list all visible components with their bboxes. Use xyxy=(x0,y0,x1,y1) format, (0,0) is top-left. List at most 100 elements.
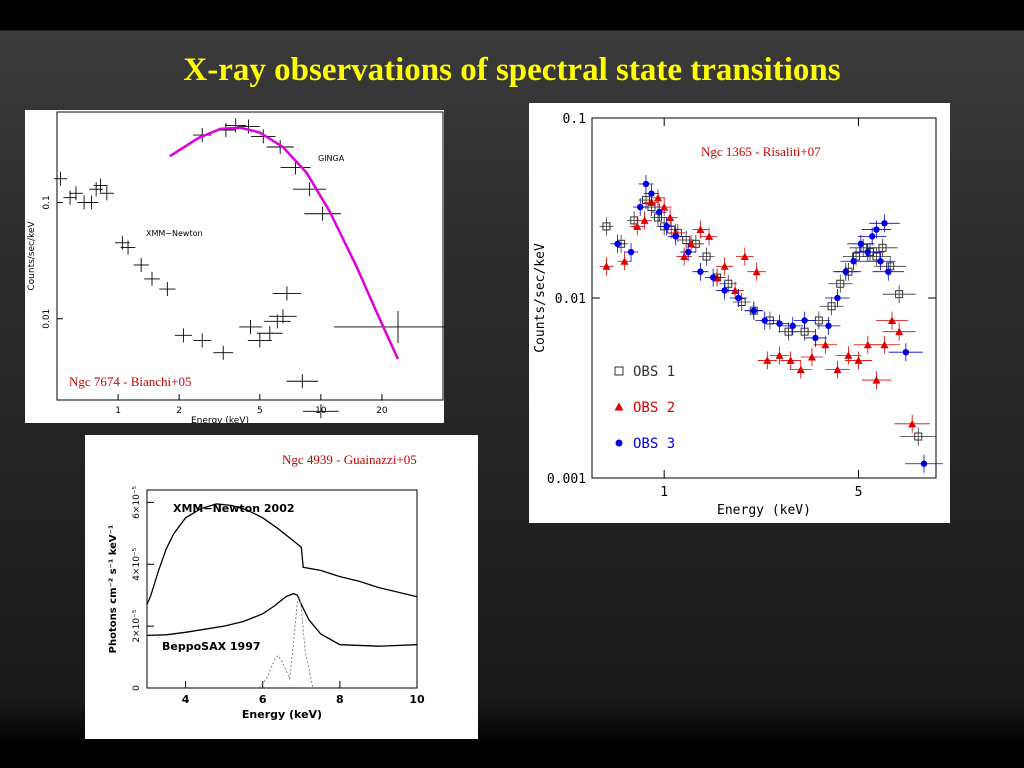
x-tick-label: 4 xyxy=(182,693,190,706)
fe-line-curve xyxy=(258,595,314,689)
obs3-marker xyxy=(721,287,728,294)
caption-ngc7674: Ngc 7674 - Bianchi+05 xyxy=(69,374,192,389)
obs2-marker xyxy=(763,356,772,364)
x-tick-label: 1 xyxy=(660,485,668,500)
obs3-marker xyxy=(789,322,796,330)
obs1-marker xyxy=(784,327,793,336)
obs3-marker xyxy=(614,240,621,248)
ngc4939-plot: 4 6 8 10 0 2×10⁻⁵ 4×10⁻⁵ 6×10⁻⁵ Energy (keV) Phot… xyxy=(108,485,425,721)
legend-obs3-marker xyxy=(615,439,623,447)
obs2-marker xyxy=(696,225,705,234)
obs2-marker xyxy=(640,216,649,224)
obs1-marker xyxy=(914,432,923,441)
y-tick-label: 2×10⁻⁵ xyxy=(132,609,142,642)
ngc1365-plot: 1 5 0.001 0.01 0.1 Energy (keV) Counts/sec/keV… xyxy=(533,112,943,518)
obs2-marker xyxy=(821,340,830,349)
obs1-marker xyxy=(827,302,836,311)
obs2-marker xyxy=(844,351,853,359)
x-tick-label: 2 xyxy=(176,406,182,416)
obs2-marker xyxy=(863,340,872,349)
obs2-marker xyxy=(666,213,675,222)
obs3-marker xyxy=(656,208,663,216)
obs3-marker xyxy=(857,240,865,248)
obs2-marker xyxy=(908,419,917,428)
obs2-marker xyxy=(740,252,749,261)
xmm-2002-curve xyxy=(146,503,418,605)
obs2-marker xyxy=(731,286,740,295)
obs3-marker xyxy=(850,258,857,265)
obs3-marker xyxy=(864,248,871,256)
obs3-marker xyxy=(750,307,757,314)
obs3-marker xyxy=(881,220,888,227)
obs2-marker xyxy=(872,376,881,384)
x-tick-label: 10 xyxy=(409,693,425,706)
chart-ngc1365: 1 5 0.001 0.01 0.1 Energy (keV) Counts/sec/keV… xyxy=(529,103,950,523)
legend-obs2-marker xyxy=(614,402,624,411)
obs2-marker xyxy=(895,327,904,336)
x-axis-label: Energy (keV) xyxy=(717,503,811,518)
obs2-marker xyxy=(796,365,805,374)
annotation-xmm: XMM−Newton xyxy=(146,229,203,238)
obs3-marker xyxy=(920,460,928,467)
obs2-marker xyxy=(620,257,629,265)
y-tick-label: 0.1 xyxy=(563,112,586,127)
obs2-marker xyxy=(807,353,816,361)
beppo-1997-curve xyxy=(146,592,418,647)
obs3-marker xyxy=(761,317,768,324)
obs2-marker xyxy=(752,267,761,276)
obs2-marker xyxy=(680,252,689,261)
y-tick-label: 6×10⁻⁵ xyxy=(132,485,142,518)
obs3-marker xyxy=(902,348,910,356)
y-tick-label: 0.01 xyxy=(555,292,586,307)
obs3-marker xyxy=(637,203,644,211)
obs2-marker xyxy=(633,222,642,230)
x-axis-label: Energy (keV) xyxy=(242,708,322,721)
annotation-ginga: GINGA xyxy=(318,154,345,163)
obs3-marker xyxy=(684,248,692,256)
obs3-marker xyxy=(868,233,876,240)
obs3-marker xyxy=(735,294,742,302)
obs2-marker xyxy=(687,239,696,248)
y-tick-label: 0 xyxy=(132,685,142,691)
plot-frame xyxy=(146,489,418,689)
x-axis-label: Energy (keV) xyxy=(191,416,249,423)
obs3-marker xyxy=(801,317,808,324)
obs3-marker xyxy=(834,294,841,302)
obs2-marker xyxy=(854,356,863,364)
x-tick-label: 5 xyxy=(257,406,263,416)
obs3-marker xyxy=(825,322,832,330)
obs1-marker xyxy=(895,290,904,299)
x-tick-label: 5 xyxy=(855,485,863,500)
y-tick-label: 0.01 xyxy=(42,309,52,329)
obs2-marker xyxy=(833,365,842,374)
obs3-marker xyxy=(812,334,819,342)
obs3-marker xyxy=(776,320,783,327)
legend-entry-3: OBS 3 xyxy=(633,436,675,452)
obs2-marker xyxy=(705,232,714,240)
obs1-marker xyxy=(641,196,650,205)
obs3-marker xyxy=(842,268,849,275)
obs3-marker xyxy=(648,190,655,197)
legend-obs1-marker xyxy=(614,366,624,376)
caption-ngc4939: Ngc 4939 - Guainazzi+05 xyxy=(282,452,417,467)
obs2-marker xyxy=(602,262,611,270)
obs2-marker xyxy=(653,193,662,202)
obs1-marker xyxy=(872,252,881,261)
series-label-beppo: BeppoSAX 1997 xyxy=(162,640,261,653)
obs3-marker xyxy=(627,248,635,256)
series-label-xmm: XMM−Newton 2002 xyxy=(173,502,295,515)
obs2-marker xyxy=(660,203,669,211)
y-tick-label: 0.1 xyxy=(42,195,52,209)
legend-entry-2: OBS 2 xyxy=(633,400,675,416)
obs3-marker xyxy=(642,180,650,188)
slide-title: X-ray observations of spectral state tra… xyxy=(183,52,841,88)
chart-ngc4939: 4 6 8 10 0 2×10⁻⁵ 4×10⁻⁵ 6×10⁻⁵ Energy (keV) Phot… xyxy=(85,435,478,739)
y-tick-label: 4×10⁻⁵ xyxy=(132,547,142,580)
y-axis-label: Counts/sec/keV xyxy=(27,221,37,291)
x-tick-label: 20 xyxy=(376,406,388,416)
obs1-marker xyxy=(878,243,887,252)
x-tick-label: 8 xyxy=(336,693,344,706)
x-tick-label: 1 xyxy=(115,406,121,416)
